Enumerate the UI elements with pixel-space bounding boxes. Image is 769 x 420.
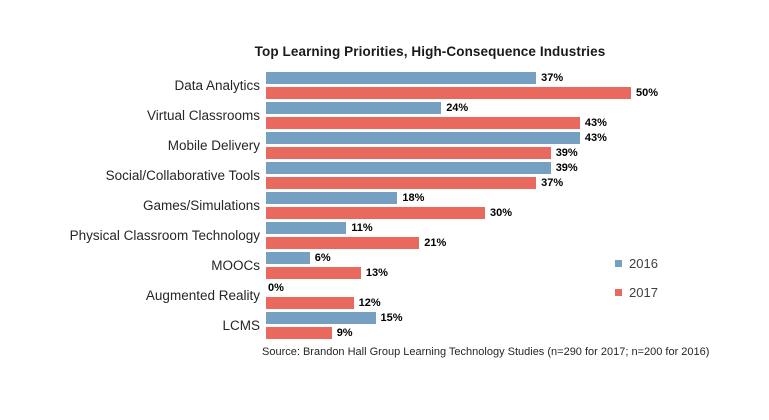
legend-label: 2017: [629, 285, 658, 300]
bar-2017: [266, 86, 631, 99]
value-label: 12%: [358, 296, 381, 309]
chart-row: Virtual Classrooms 24% 43%: [0, 100, 769, 130]
bar-2017: [266, 116, 580, 129]
value-label: 24%: [446, 101, 469, 114]
legend-label: 2016: [629, 256, 658, 271]
bar-line: 43%: [266, 116, 769, 129]
bar-2017: [266, 206, 485, 219]
bar-group: 18% 30%: [266, 191, 769, 219]
category-label: Physical Classroom Technology: [69, 227, 260, 243]
legend: 2016 2017: [615, 256, 658, 314]
bar-line: 15%: [266, 311, 769, 324]
value-label: 13%: [365, 266, 388, 279]
source-note: Source: Brandon Hall Group Learning Tech…: [262, 346, 710, 358]
legend-item-2016: 2016: [615, 256, 658, 271]
value-label: 50%: [636, 86, 659, 99]
bar-line: 12%: [266, 296, 769, 309]
bar-line: 21%: [266, 236, 769, 249]
category-label: Augmented Reality: [145, 287, 260, 303]
bar-group: 15% 9%: [266, 311, 769, 339]
bar-line: 30%: [266, 206, 769, 219]
chart-row: LCMS 15% 9%: [0, 310, 769, 340]
bar-2017: [266, 146, 551, 159]
bar-line: 37%: [266, 176, 769, 189]
bar-group: 39% 37%: [266, 161, 769, 189]
bar-line: 39%: [266, 161, 769, 174]
plot-area: Data Analytics 37% 50% Virtual Classrooms 24…: [0, 70, 769, 340]
bar-line: 39%: [266, 146, 769, 159]
bar-group: 37% 50%: [266, 71, 769, 99]
value-label: 6%: [314, 251, 331, 264]
bar-line: 13%: [266, 266, 769, 279]
value-label: 30%: [490, 206, 513, 219]
chart-row: Physical Classroom Technology 11% 21%: [0, 220, 769, 250]
bar-2016: [266, 101, 442, 114]
value-label: 0%: [268, 281, 284, 294]
value-label: 39%: [555, 146, 578, 159]
bar-2017: [266, 296, 354, 309]
chart-title: Top Learning Priorities, High-Consequenc…: [254, 44, 606, 59]
value-label: 37%: [541, 176, 564, 189]
category-label: MOOCs: [211, 257, 260, 273]
bar-2017: [266, 176, 537, 189]
value-label: 39%: [555, 161, 578, 174]
bar-group: 11% 21%: [266, 221, 769, 249]
category-label: Mobile Delivery: [167, 137, 260, 153]
chart-row: MOOCs 6% 13%: [0, 250, 769, 280]
chart-row: Social/Collaborative Tools 39% 37%: [0, 160, 769, 190]
category-label: LCMS: [222, 317, 260, 333]
category-label: Social/Collaborative Tools: [105, 167, 260, 183]
bar-2017: [266, 326, 332, 339]
bar-line: 11%: [266, 221, 769, 234]
bar-2016: [266, 221, 347, 234]
bar-line: 50%: [266, 86, 769, 99]
bar-group: 0% 12%: [266, 282, 769, 309]
bar-2016: [266, 71, 537, 84]
bar-group: 24% 43%: [266, 101, 769, 129]
value-label: 18%: [402, 191, 425, 204]
bar-line: 37%: [266, 71, 769, 84]
bar-line: 9%: [266, 326, 769, 339]
value-label: 43%: [584, 116, 607, 129]
value-label: 15%: [380, 311, 403, 324]
chart-row: Games/Simulations 18% 30%: [0, 190, 769, 220]
bar-line: 24%: [266, 101, 769, 114]
chart-row: Mobile Delivery 43% 39%: [0, 130, 769, 160]
legend-swatch-2017: [615, 289, 622, 296]
category-label: Data Analytics: [174, 77, 260, 93]
value-label: 9%: [336, 326, 353, 339]
bar-2017: [266, 266, 361, 279]
chart-row: Data Analytics 37% 50%: [0, 70, 769, 100]
value-label: 21%: [424, 236, 447, 249]
value-label: 11%: [351, 221, 373, 234]
legend-item-2017: 2017: [615, 285, 658, 300]
bar-line: 6%: [266, 251, 769, 264]
bar-2016: [266, 311, 376, 324]
value-label: 37%: [541, 71, 564, 84]
bar-group: 6% 13%: [266, 251, 769, 279]
bar-2016: [266, 161, 551, 174]
bar-line: 18%: [266, 191, 769, 204]
bar-2016: [266, 191, 398, 204]
bar-line: 43%: [266, 131, 769, 144]
value-label: 43%: [584, 131, 607, 144]
bar-2017: [266, 236, 420, 249]
category-label: Games/Simulations: [142, 197, 260, 213]
chart-row: Augmented Reality 0% 12%: [0, 280, 769, 310]
legend-swatch-2016: [615, 260, 622, 267]
bar-2016: [266, 251, 310, 264]
bar-2016: [266, 131, 580, 144]
bar-line: 0%: [266, 282, 769, 294]
category-label: Virtual Classrooms: [146, 107, 260, 123]
bar-group: 43% 39%: [266, 131, 769, 159]
